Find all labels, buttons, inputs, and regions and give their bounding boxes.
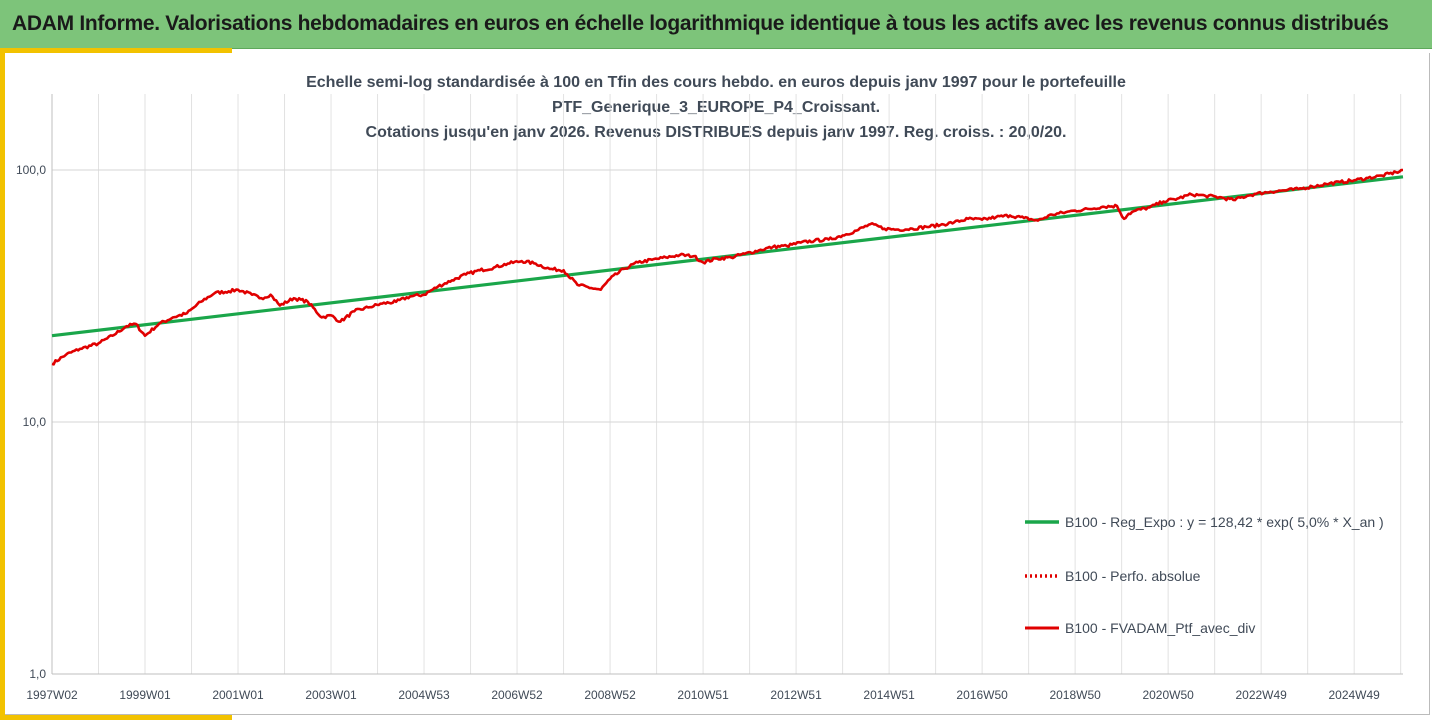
x-tick-label: 2001W01 <box>212 688 264 702</box>
accent-bar-bottom <box>0 715 232 720</box>
y-tick-label: 1,0 <box>29 667 46 681</box>
x-tick-label: 2010W51 <box>677 688 729 702</box>
chart-title: Echelle semi-log standardisée à 100 en T… <box>0 70 1432 145</box>
x-tick-label: 2016W50 <box>956 688 1008 702</box>
x-tick-label: 2020W50 <box>1142 688 1194 702</box>
accent-bar-top <box>0 48 232 53</box>
legend: B100 - Reg_Expo : y = 128,42 * exp( 5,0%… <box>1025 514 1384 636</box>
series-line-solid-red <box>51 168 1403 366</box>
legend-label: B100 - Perfo. absolue <box>1065 568 1201 584</box>
x-tick-label: 1997W02 <box>26 688 78 702</box>
x-tick-label: 2024W49 <box>1328 688 1380 702</box>
x-tick-label: 2004W53 <box>398 688 450 702</box>
legend-label: B100 - Reg_Expo : y = 128,42 * exp( 5,0%… <box>1065 514 1384 530</box>
accent-bar-left <box>0 48 5 720</box>
x-tick-label: 2014W51 <box>863 688 915 702</box>
chart-frame <box>5 53 1430 715</box>
y-tick-label: 100,0 <box>16 163 46 177</box>
x-tick-label: 2018W50 <box>1049 688 1101 702</box>
x-tick-label: 2008W52 <box>584 688 636 702</box>
legend-label: B100 - FVADAM_Ptf_avec_div <box>1065 620 1255 636</box>
y-tick-label: 10,0 <box>23 415 47 429</box>
axes: 1,0 10,0 100,0 1997W02 1999W01 2001W01 2003W01… <box>16 94 1403 702</box>
x-tick-label: 2003W01 <box>305 688 357 702</box>
series-layer <box>51 168 1404 366</box>
x-tick-label: 2022W49 <box>1235 688 1287 702</box>
chart-title-line-1: Echelle semi-log standardisée à 100 en T… <box>306 74 1126 91</box>
chart-title-line-3: Cotations jusqu'en janv 2026. Revenus DI… <box>365 124 1067 141</box>
x-tick-label: 2012W51 <box>770 688 822 702</box>
x-tick-label: 1999W01 <box>119 688 171 702</box>
chart-title-line-2: PTF_Generique_3_EUROPE_P4_Croissant. <box>551 99 881 116</box>
banner-title: ADAM Informe. Valorisations hebdomadaire… <box>12 12 1389 35</box>
grid-lines <box>51 94 1403 675</box>
x-tick-label: 2006W52 <box>491 688 543 702</box>
header-banner: ADAM Informe. Valorisations hebdomadaire… <box>0 0 1432 49</box>
